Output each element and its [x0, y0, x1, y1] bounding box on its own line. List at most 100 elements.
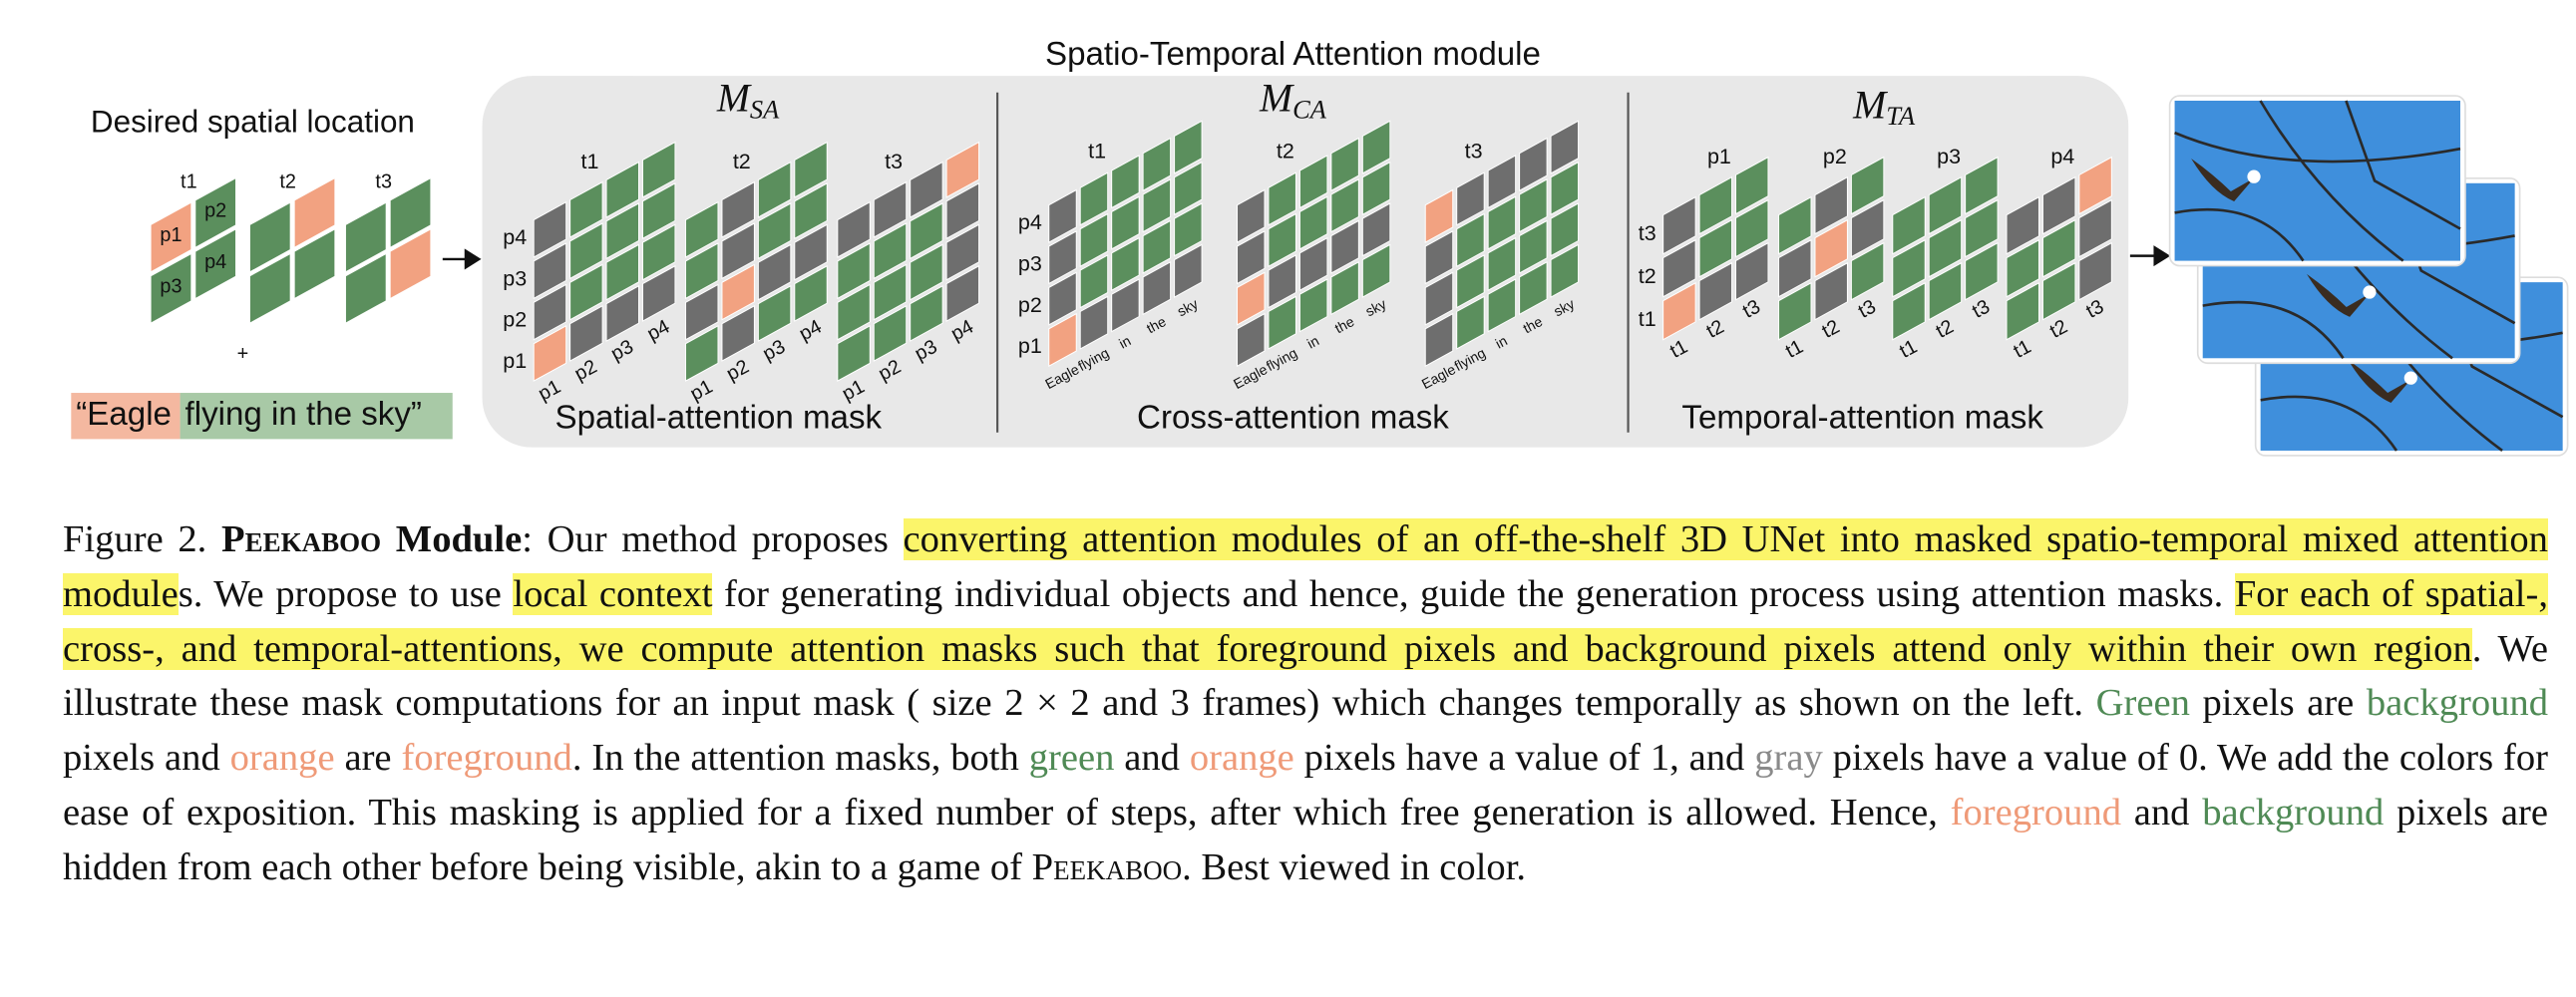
mask-cell	[1487, 278, 1517, 333]
mask-cell	[1662, 238, 1696, 298]
mask-cell	[945, 141, 980, 198]
mask-cell	[685, 200, 719, 258]
mask-cell	[1550, 202, 1580, 257]
mask-cell	[721, 304, 755, 362]
frame-label: t2	[279, 170, 296, 192]
mask-cell	[150, 252, 192, 325]
mask-cell	[1519, 137, 1548, 191]
row-label: p2	[503, 308, 527, 332]
mask-cell	[1778, 281, 1812, 341]
mask-cell	[1487, 155, 1517, 209]
green-word: background	[2202, 791, 2385, 833]
mask-cell	[605, 202, 640, 260]
mask-cell	[1111, 278, 1140, 333]
mask-cell	[1237, 188, 1266, 243]
group-label: p4	[2050, 145, 2074, 168]
mask-cell	[1142, 260, 1172, 316]
mask-cell	[1142, 178, 1172, 233]
green-word: green	[1028, 737, 1115, 780]
mask-cell	[1735, 241, 1769, 301]
row-label: p1	[1018, 334, 1042, 358]
caption: Figure 2. Peekaboo Module: Our method pr…	[63, 512, 2549, 895]
mask-cell	[1079, 254, 1109, 309]
mask-cell	[1330, 260, 1359, 316]
mask-cell	[685, 242, 719, 300]
mask-cell	[2078, 241, 2112, 301]
mask-cell	[873, 222, 908, 280]
green-word: background	[2366, 682, 2548, 725]
mask-cell	[721, 263, 755, 321]
mask-cell	[1268, 254, 1296, 309]
branches	[2174, 100, 2461, 262]
row-label: p2	[1018, 293, 1042, 317]
mask-cell	[533, 242, 567, 300]
mask-cell	[1048, 230, 1077, 285]
mask-cell	[1174, 120, 1203, 174]
mask-cell	[1174, 243, 1203, 298]
plus: +	[237, 343, 249, 365]
orange-word: foreground	[401, 737, 572, 780]
row-label: p4	[1018, 210, 1042, 234]
mask-cell	[1550, 161, 1580, 216]
mask-cell	[1850, 198, 1885, 258]
mask-cell	[721, 180, 755, 238]
mask-cell	[837, 325, 871, 382]
mask-cell	[945, 182, 980, 240]
mask-cell	[1424, 230, 1454, 285]
mask-cell	[1330, 219, 1359, 274]
eagle-head	[2363, 285, 2377, 299]
mask-cell	[641, 223, 676, 281]
mask-cell	[1174, 161, 1203, 216]
mask-cell	[1456, 171, 1485, 226]
method-name: Peekaboo	[1031, 845, 1183, 888]
orange-word: orange	[1189, 737, 1294, 780]
mask-cell	[1892, 238, 1926, 298]
mask-cell	[1237, 230, 1266, 285]
mask-cell	[1892, 281, 1926, 341]
mask-cell	[1361, 243, 1391, 298]
mask-cell	[1662, 281, 1696, 341]
mask-cell	[1519, 260, 1548, 316]
mask-cell	[293, 227, 336, 300]
mask-cell	[721, 222, 755, 280]
mask-cell	[1550, 243, 1580, 298]
symbol: M	[1259, 77, 1294, 121]
mask-cell	[794, 223, 828, 281]
mask-cell	[1237, 312, 1266, 368]
mask-cell	[685, 283, 719, 341]
prompt-bg: flying in the sky”	[185, 396, 422, 433]
panel-symbol: MTA	[1852, 83, 1916, 131]
panel-caption: Temporal-attention mask	[1681, 399, 2043, 436]
mask-cell	[945, 223, 980, 281]
text: for generating individual objects and he…	[712, 572, 2235, 615]
green-word: Green	[2095, 682, 2190, 725]
mask-cell	[873, 180, 908, 238]
mask-cell	[2078, 198, 2112, 258]
prompt-fg: “Eagle	[76, 396, 172, 433]
mask-cell	[1814, 261, 1848, 321]
text: s. We propose to use	[178, 572, 514, 615]
eagle-head	[2247, 169, 2261, 183]
text: and	[1114, 737, 1190, 780]
eagle-head	[2403, 371, 2417, 385]
mask-cell	[605, 243, 640, 301]
mask-cell	[569, 180, 603, 238]
mask-cell	[1928, 175, 1963, 235]
mask-cell	[1361, 202, 1391, 257]
mask-cell	[837, 242, 871, 300]
mask-cell	[1735, 198, 1769, 258]
mask-cell	[1111, 236, 1140, 292]
mask-cell	[1456, 295, 1485, 350]
mask-cell	[389, 176, 432, 249]
mask-cell	[1330, 137, 1359, 191]
mask-cell	[344, 201, 387, 273]
input-label: Desired spatial location	[91, 104, 415, 139]
group-label: t1	[1088, 139, 1106, 163]
prompt-fg-bg	[71, 393, 181, 440]
mask-cell	[1965, 198, 1999, 258]
mask-cell	[837, 200, 871, 258]
mask-cell	[194, 227, 237, 300]
text: . In the attention masks, both	[571, 737, 1029, 780]
mask-cell	[1928, 218, 1963, 278]
mask-cell	[910, 161, 943, 218]
